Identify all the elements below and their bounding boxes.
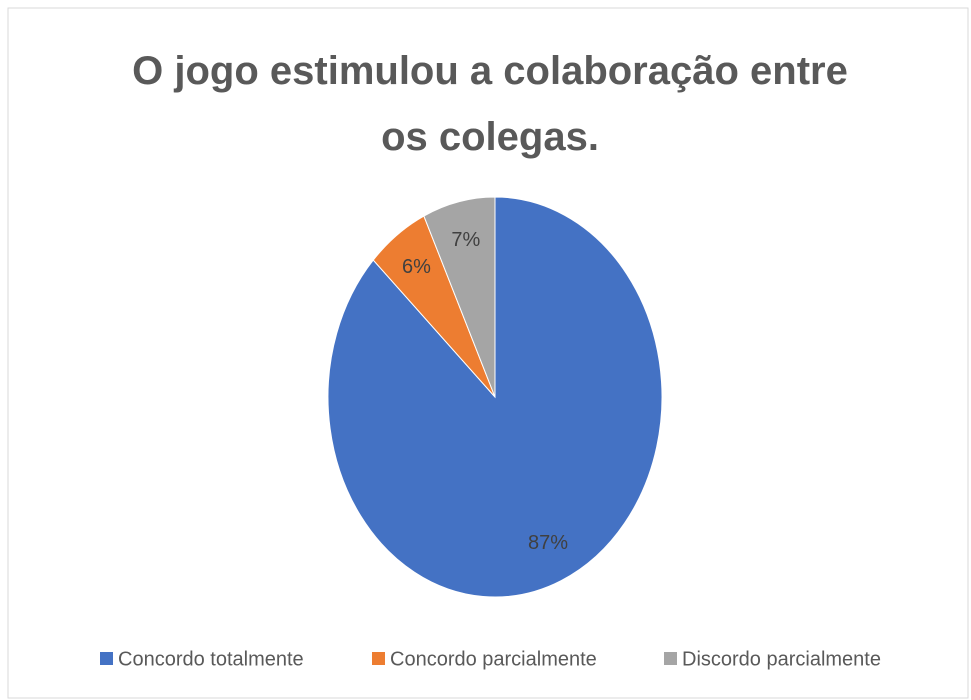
legend-swatch xyxy=(372,652,385,665)
pie-slice xyxy=(423,196,496,398)
legend-label: Discordo parcialmente xyxy=(682,648,881,670)
data-label: 87% xyxy=(528,532,568,554)
legend-swatch xyxy=(100,652,113,665)
pie-slice xyxy=(327,196,663,598)
data-label: 7% xyxy=(451,229,480,251)
chart-title: O jogo estimulou a colaboração entre os … xyxy=(132,49,848,159)
legend-swatch xyxy=(664,652,677,665)
legend-label: Concordo totalmente xyxy=(118,648,304,670)
data-label: 6% xyxy=(402,256,431,278)
legend-label: Concordo parcialmente xyxy=(390,648,597,670)
